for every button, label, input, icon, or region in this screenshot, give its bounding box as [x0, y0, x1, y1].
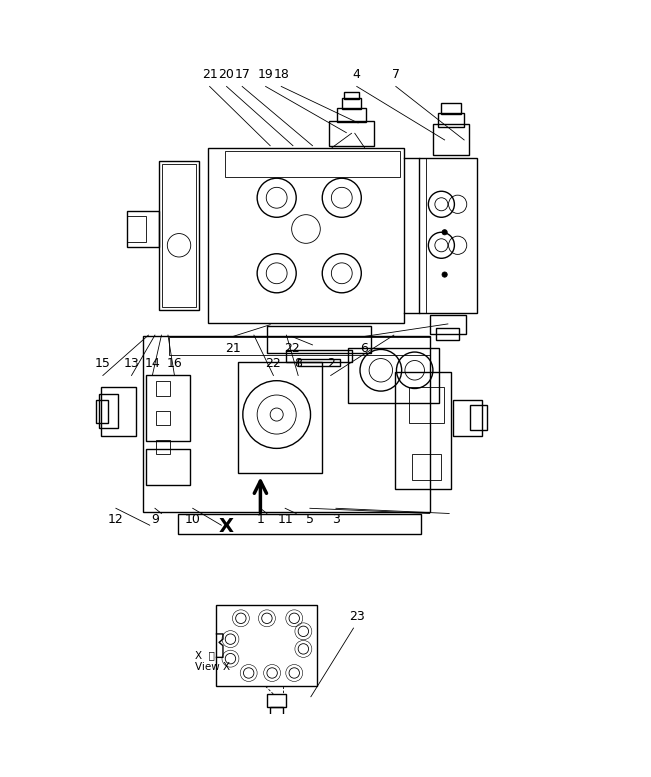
Bar: [127, 211, 159, 247]
Bar: [348, 348, 439, 403]
Bar: [344, 92, 359, 99]
Text: View X: View X: [195, 662, 230, 671]
Bar: [453, 400, 482, 436]
Bar: [342, 97, 361, 110]
Text: 16: 16: [167, 357, 182, 371]
Text: 1: 1: [256, 514, 264, 527]
Bar: [208, 148, 404, 323]
Text: 20: 20: [219, 68, 234, 82]
Bar: [216, 605, 317, 686]
Bar: [96, 400, 108, 423]
Bar: [430, 315, 466, 334]
Text: X: X: [218, 517, 234, 536]
Bar: [127, 216, 146, 242]
Text: 5: 5: [306, 514, 314, 527]
Bar: [270, 706, 283, 718]
Text: 18: 18: [273, 68, 289, 82]
Text: 2: 2: [327, 357, 335, 371]
Bar: [286, 350, 352, 362]
Text: 9: 9: [151, 514, 159, 527]
Bar: [159, 161, 199, 310]
Bar: [100, 387, 137, 436]
Text: 21: 21: [202, 68, 217, 82]
Text: X  視: X 視: [195, 650, 215, 660]
Bar: [178, 514, 421, 534]
Text: 13: 13: [124, 357, 139, 371]
Bar: [225, 151, 400, 177]
Bar: [396, 372, 450, 490]
Text: 8: 8: [294, 357, 302, 371]
Text: 3: 3: [332, 514, 340, 527]
Bar: [436, 329, 460, 340]
Bar: [267, 694, 286, 707]
Bar: [329, 121, 374, 145]
Bar: [419, 159, 477, 313]
Bar: [156, 382, 170, 395]
Bar: [169, 337, 430, 355]
Bar: [412, 454, 441, 479]
Text: 4: 4: [353, 68, 361, 82]
Text: 22: 22: [266, 357, 281, 371]
Text: 19: 19: [258, 68, 273, 82]
Bar: [162, 164, 196, 307]
Text: 6: 6: [361, 342, 368, 354]
Bar: [409, 387, 445, 423]
Bar: [99, 395, 118, 428]
Bar: [146, 449, 190, 485]
Text: 7: 7: [392, 68, 400, 82]
Text: 23: 23: [349, 610, 365, 623]
Text: 12: 12: [108, 514, 124, 527]
Bar: [143, 336, 430, 512]
Circle shape: [442, 230, 447, 235]
Bar: [438, 113, 464, 127]
Text: 15: 15: [95, 357, 111, 371]
Bar: [470, 406, 487, 430]
Bar: [156, 440, 170, 455]
Bar: [298, 359, 340, 366]
Text: 17: 17: [234, 68, 250, 82]
Circle shape: [442, 272, 447, 277]
Text: 14: 14: [145, 357, 160, 371]
Bar: [434, 124, 469, 155]
Bar: [441, 103, 461, 113]
Text: 21: 21: [225, 342, 241, 354]
Text: 10: 10: [185, 514, 201, 527]
Bar: [337, 108, 367, 122]
Text: 22: 22: [284, 342, 299, 354]
Bar: [267, 326, 371, 354]
Text: 11: 11: [277, 514, 293, 527]
Bar: [238, 362, 322, 473]
Bar: [146, 375, 190, 441]
Bar: [156, 410, 170, 425]
